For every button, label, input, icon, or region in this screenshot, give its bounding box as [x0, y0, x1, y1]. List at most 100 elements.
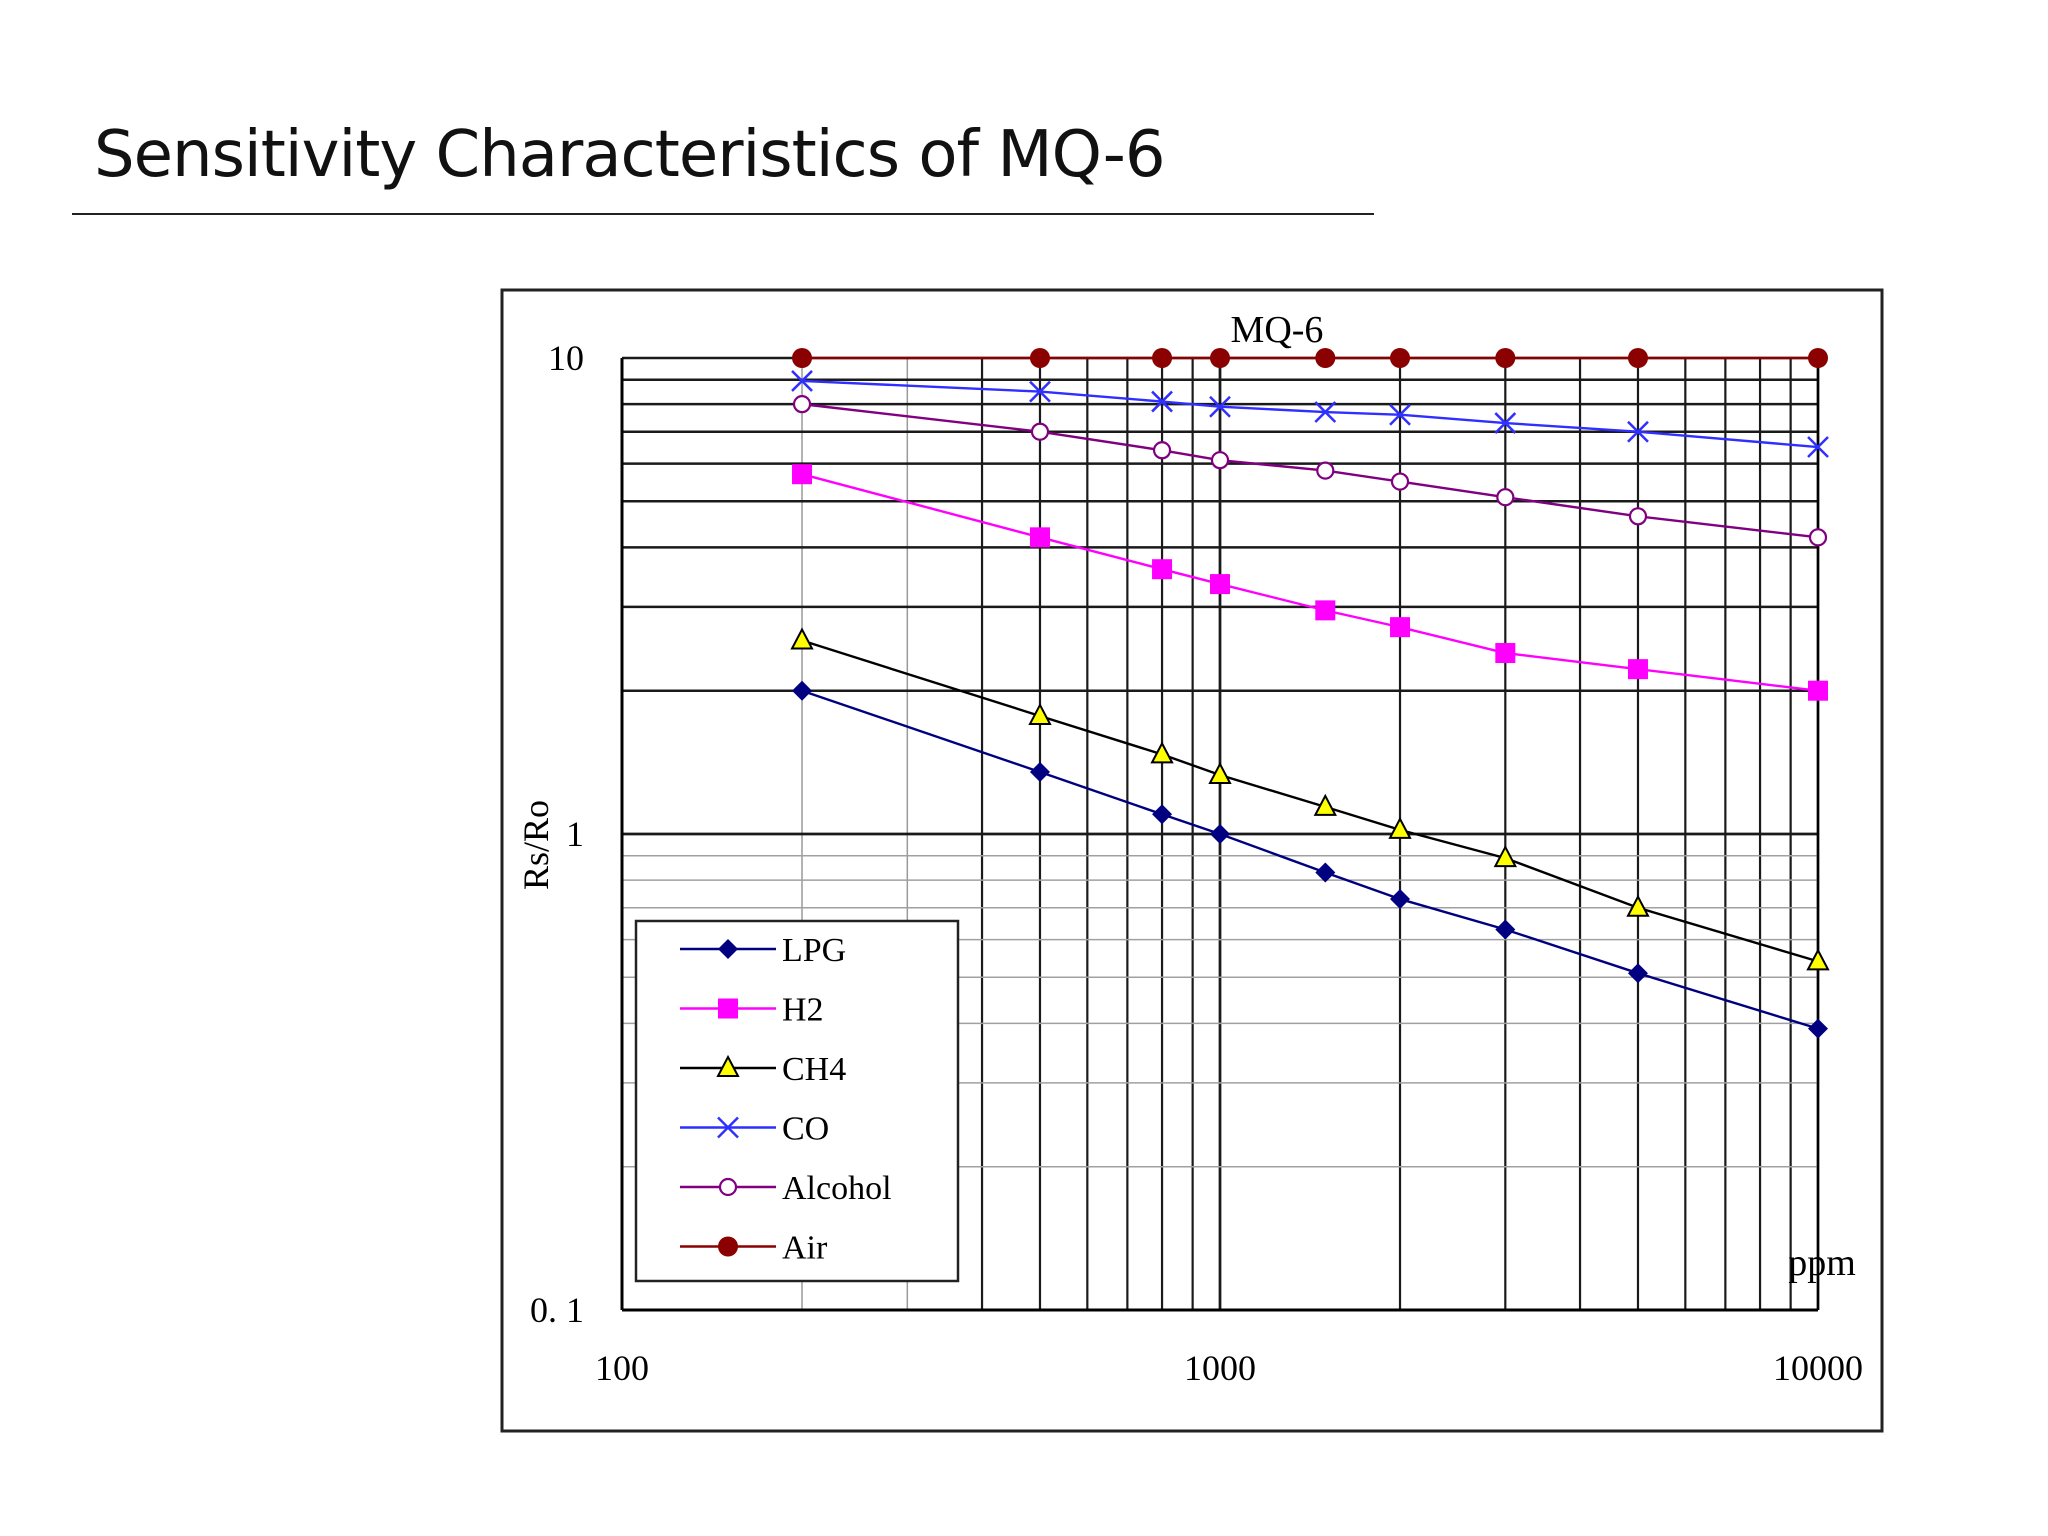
data-point-lpg: [1315, 862, 1336, 883]
data-point-ch4: [1313, 793, 1337, 816]
legend-item-alcohol: Alcohol: [680, 1170, 892, 1207]
data-point-air: [1495, 348, 1516, 368]
legend-marker-h2: [718, 998, 738, 1019]
data-point-h2: [1315, 600, 1336, 621]
title-underline: [72, 213, 1374, 215]
legend-label-lpg: LPG: [782, 932, 846, 969]
data-point-h2: [1808, 680, 1828, 701]
legend-marker-air: [718, 1236, 738, 1257]
chart-title: MQ-6: [1231, 309, 1324, 351]
marker-stroke: [1029, 380, 1051, 403]
legend: LPG H2 CH4 CO Alcohol Air: [634, 919, 960, 1283]
data-point-lpg: [1390, 889, 1411, 910]
marker-stroke: [1209, 395, 1231, 418]
legend-label-co: CO: [782, 1111, 829, 1148]
data-point-h2: [1390, 617, 1411, 638]
series-layer: [790, 348, 1830, 1039]
data-point-lpg: [1808, 1018, 1828, 1039]
data-point-ch4: [1626, 894, 1650, 917]
data-point-co: [1151, 390, 1173, 413]
legend-marker-alcohol: [718, 1177, 738, 1197]
legend-label-ch4: CH4: [782, 1051, 846, 1088]
data-point-lpg: [1029, 761, 1050, 782]
data-point-air: [1808, 348, 1828, 368]
data-point-ch4: [1208, 761, 1232, 785]
marker-stroke: [1807, 436, 1829, 458]
x-tick-label: 10000: [1773, 1348, 1863, 1388]
data-point-co: [1389, 403, 1411, 426]
data-point-alcohol: [1808, 528, 1828, 547]
marker-stroke: [1389, 403, 1411, 426]
data-point-h2: [792, 464, 813, 485]
x-tick-label: 100: [595, 1348, 649, 1388]
data-point-air: [1315, 348, 1336, 368]
legend-item-lpg: LPG: [680, 932, 846, 969]
data-point-air: [1627, 348, 1648, 368]
legend-marker-ch4: [716, 1054, 740, 1077]
marker-stroke: [1151, 390, 1173, 413]
legend-box: [634, 919, 960, 1283]
data-point-h2: [1029, 527, 1050, 548]
legend-label-h2: H2: [782, 992, 824, 1029]
legend-label-alcohol: Alcohol: [782, 1170, 892, 1207]
data-point-h2: [1627, 659, 1648, 680]
data-point-alcohol: [1030, 422, 1050, 441]
series-ch4: [790, 627, 1830, 971]
x-tick-label: 1000: [1184, 1348, 1256, 1388]
legend-item-h2: H2: [680, 992, 824, 1029]
legend-item-ch4: CH4: [680, 1051, 846, 1088]
y-tick-label: 10: [548, 338, 584, 378]
marker-stroke: [1314, 401, 1337, 423]
data-point-air: [1152, 348, 1173, 368]
series-alcohol: [792, 395, 1828, 547]
data-point-alcohol: [1210, 451, 1230, 470]
x-axis-label: ppm: [1788, 1242, 1856, 1284]
legend-marker-lpg: [718, 939, 738, 959]
data-point-ch4: [790, 627, 814, 650]
data-point-lpg: [1210, 824, 1230, 844]
data-point-alcohol: [1496, 488, 1515, 507]
legend-item-co: CO: [680, 1111, 829, 1148]
data-point-ch4: [1493, 844, 1517, 868]
data-point-alcohol: [1152, 441, 1172, 460]
data-point-alcohol: [792, 395, 812, 414]
data-point-h2: [1495, 643, 1516, 664]
marker-stroke: [791, 370, 813, 392]
data-point-co: [1314, 401, 1337, 423]
data-point-air: [1029, 348, 1050, 368]
data-point-co: [1494, 412, 1517, 434]
legend-item-air: Air: [680, 1230, 828, 1267]
data-point-ch4: [1806, 948, 1830, 971]
y-tick-label: 1: [566, 814, 584, 854]
y-tick-label: 0. 1: [530, 1290, 584, 1330]
data-point-h2: [1152, 559, 1173, 580]
tick-labels: 100 1000 10000 0. 1 1 10: [530, 338, 1863, 1388]
data-point-co: [1029, 380, 1051, 403]
data-point-h2: [1210, 574, 1230, 595]
slide-title: Sensitivity Characteristics of MQ-6: [94, 118, 1166, 192]
series-lpg: [792, 680, 1828, 1039]
data-point-ch4: [1388, 816, 1412, 839]
data-point-ch4: [1028, 702, 1052, 725]
y-axis-label: Rs/Ro: [516, 800, 556, 890]
marker-stroke: [717, 1116, 739, 1139]
series-air: [792, 348, 1828, 368]
data-point-ch4: [1150, 741, 1174, 764]
axes: [620, 358, 1820, 1312]
axis-labels: MQ-6 ppm Rs/Ro: [516, 309, 1856, 1284]
series-h2: [792, 464, 1828, 701]
data-point-co: [1627, 420, 1649, 443]
series-co: [791, 370, 1829, 458]
legend-label-air: Air: [782, 1230, 828, 1267]
data-point-co: [1807, 436, 1829, 458]
data-point-lpg: [1627, 963, 1648, 984]
data-point-lpg: [1495, 919, 1516, 940]
data-point-air: [792, 348, 813, 368]
data-point-lpg: [792, 680, 813, 701]
data-point-alcohol: [1316, 461, 1335, 480]
data-point-co: [1209, 395, 1231, 418]
data-point-alcohol: [1390, 472, 1410, 491]
data-point-air: [1210, 348, 1230, 368]
data-point-lpg: [1152, 804, 1173, 825]
